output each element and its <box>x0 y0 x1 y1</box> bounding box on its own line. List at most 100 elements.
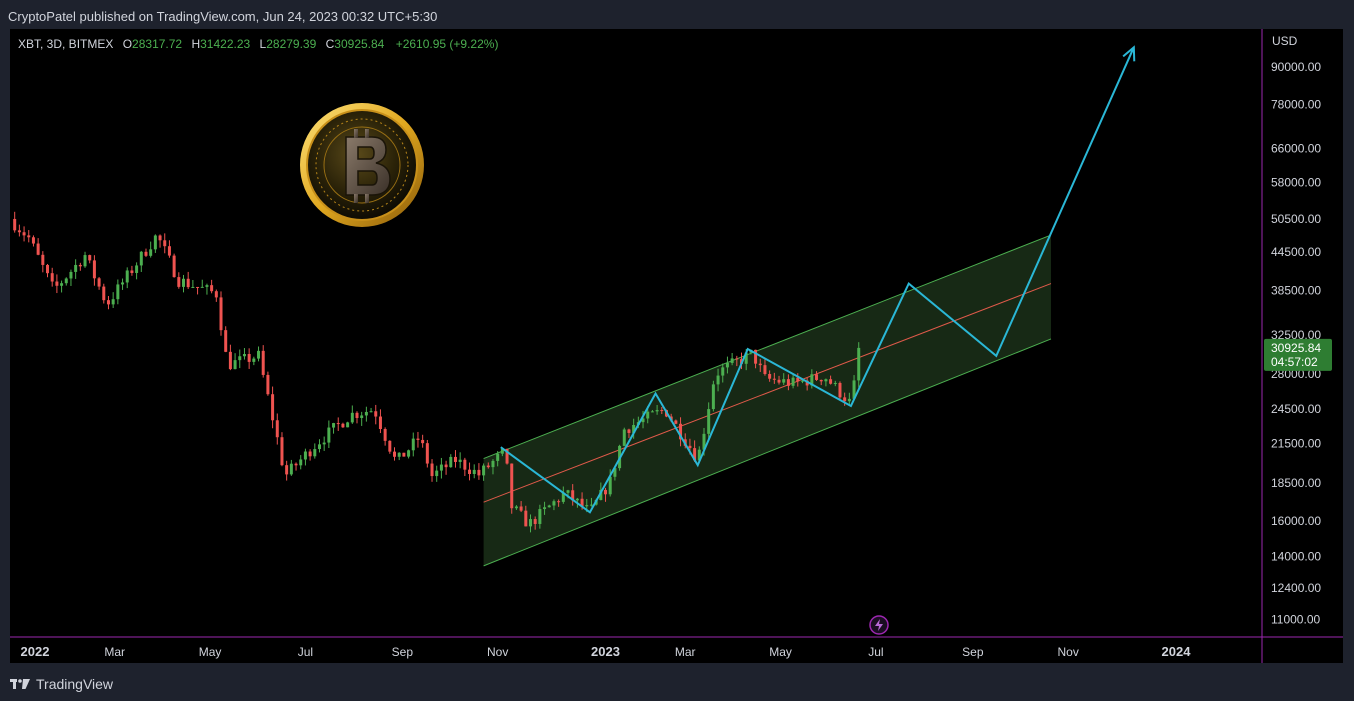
candle <box>571 484 575 506</box>
candle-body <box>135 265 139 273</box>
candle-body <box>224 330 228 352</box>
candle-body <box>660 410 664 412</box>
candle <box>327 420 331 448</box>
candle-body <box>261 350 265 375</box>
candle-body <box>60 283 64 286</box>
candle <box>641 410 645 429</box>
candle-body <box>829 379 833 384</box>
candle <box>782 373 786 385</box>
tradingview-brand[interactable]: TradingView <box>36 676 114 692</box>
price-tick-label: 21500.00 <box>1271 436 1321 450</box>
candle <box>308 449 312 461</box>
channel-upper-line <box>483 234 1052 460</box>
candle <box>285 460 289 481</box>
candle-body <box>439 464 443 471</box>
price-tick-label: 90000.00 <box>1271 60 1321 74</box>
candle <box>55 274 59 294</box>
candle <box>266 371 270 396</box>
candle-body <box>219 297 223 331</box>
candle <box>121 278 125 290</box>
candle-body <box>411 438 415 451</box>
candle <box>786 374 790 391</box>
candle <box>374 404 378 425</box>
candle-body <box>36 243 40 255</box>
time-tick-label: Nov <box>487 645 508 659</box>
candle-body <box>815 374 819 380</box>
candle <box>796 373 800 387</box>
candle-body <box>604 489 608 495</box>
candle <box>496 451 500 467</box>
candle <box>815 371 819 381</box>
candle <box>772 372 776 384</box>
candle-body <box>383 429 387 441</box>
price-chart[interactable]: 90000.00 78000.00 66000.00 58000.00 50500.00… <box>10 29 1343 663</box>
candle-body <box>486 465 490 468</box>
candle-body <box>41 254 45 265</box>
candle <box>468 462 472 481</box>
candle <box>92 255 96 286</box>
candle-body <box>463 459 467 470</box>
candle <box>843 392 847 406</box>
candle-body <box>50 273 54 282</box>
candle <box>627 428 631 438</box>
candle-body <box>346 422 350 428</box>
close-label: C <box>326 37 335 51</box>
candle-body <box>810 374 814 386</box>
candle-body <box>17 230 21 233</box>
candle <box>402 452 406 457</box>
candle-body <box>64 278 68 284</box>
candle <box>430 459 434 482</box>
candle <box>697 446 701 461</box>
candle <box>510 463 514 514</box>
candle <box>78 262 82 271</box>
open-value: 28317.72 <box>132 37 182 51</box>
price-tick-label: 66000.00 <box>1271 142 1321 156</box>
candle <box>280 432 284 467</box>
tradingview-logo-icon[interactable] <box>10 678 30 690</box>
candle <box>238 349 242 369</box>
candle <box>41 251 45 273</box>
time-tick-label: Nov <box>1058 645 1079 659</box>
candle <box>777 375 781 385</box>
candle-body <box>252 358 256 362</box>
candle <box>299 455 303 470</box>
candles <box>13 211 861 533</box>
candle <box>167 240 171 258</box>
candle-body <box>181 278 185 287</box>
candle-body <box>482 465 486 476</box>
candle <box>214 289 218 302</box>
time-axis[interactable]: 2022 Mar May Jul Sep Nov 2023 Mar May Jul Sep Nov 20… <box>21 644 1192 659</box>
candle-body <box>378 416 382 430</box>
candle <box>763 358 767 376</box>
chart-frame[interactable]: 90000.00 78000.00 66000.00 58000.00 50500.00… <box>10 29 1343 663</box>
candle-body <box>510 463 514 509</box>
candle-body <box>111 299 115 305</box>
candle-body <box>702 433 706 450</box>
price-tick-label: 50500.00 <box>1271 212 1321 226</box>
candle <box>22 226 26 242</box>
candle <box>111 292 115 309</box>
low-label: L <box>260 37 267 51</box>
candle <box>242 348 246 360</box>
candle-body <box>388 440 392 452</box>
candle-body <box>505 448 509 464</box>
candle <box>172 253 176 278</box>
candle-body <box>782 379 786 383</box>
currency-label: USD <box>1272 34 1298 48</box>
candle <box>219 291 223 336</box>
price-axis[interactable]: 90000.00 78000.00 66000.00 58000.00 50500.00… <box>1271 60 1321 627</box>
candle-body <box>158 235 162 241</box>
candle-body <box>393 451 397 457</box>
candle <box>519 501 523 513</box>
candle <box>557 499 561 507</box>
candle <box>27 230 31 243</box>
candle-body <box>106 300 110 305</box>
candle-body <box>599 489 603 500</box>
candle-body <box>275 420 279 438</box>
lightning-icon[interactable] <box>869 615 889 635</box>
candle-body <box>177 277 181 287</box>
candle <box>829 375 833 385</box>
candle-body <box>772 378 776 380</box>
candle <box>660 407 664 415</box>
candle <box>674 419 678 425</box>
